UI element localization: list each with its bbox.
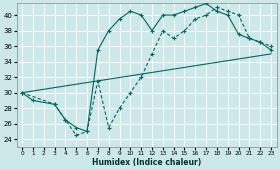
X-axis label: Humidex (Indice chaleur): Humidex (Indice chaleur) bbox=[92, 158, 201, 167]
